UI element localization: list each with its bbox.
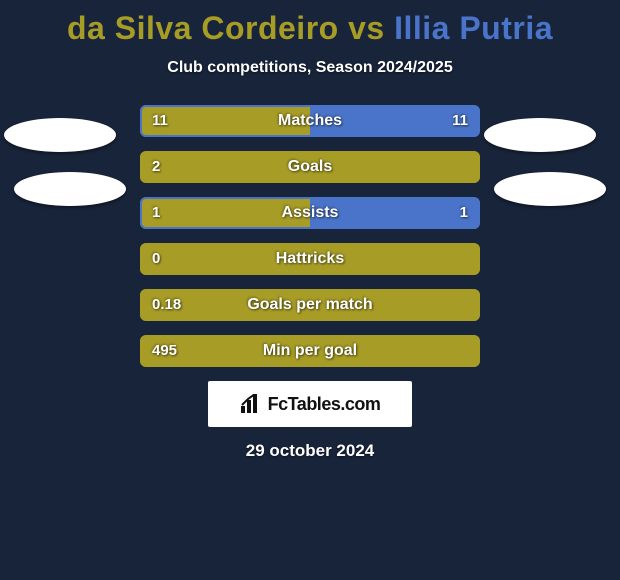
player-photo-placeholder [484, 118, 596, 152]
page-title: da Silva Cordeiro vs Illia Putria [0, 0, 620, 47]
stat-row: 495Min per goal [140, 335, 480, 367]
stat-label: Hattricks [140, 243, 480, 275]
brand-text: FcTables.com [268, 394, 381, 415]
brand-box: FcTables.com [208, 381, 412, 427]
stats-area: 1111Matches 2Goals 11Assists 0Hattricks 0.18… [140, 105, 480, 367]
player-photo-placeholder [494, 172, 606, 206]
subtitle: Club competitions, Season 2024/2025 [0, 59, 620, 77]
stat-row: 11Assists [140, 197, 480, 229]
date-line: 29 october 2024 [0, 441, 620, 461]
title-left-name: da Silva Cordeiro [67, 10, 339, 46]
stat-row: 0.18Goals per match [140, 289, 480, 321]
stat-row: 0Hattricks [140, 243, 480, 275]
stat-label: Assists [140, 197, 480, 229]
stat-row: 2Goals [140, 151, 480, 183]
stat-label: Matches [140, 105, 480, 137]
stat-label: Goals per match [140, 289, 480, 321]
player-photo-placeholder [14, 172, 126, 206]
title-right-name: Illia Putria [394, 10, 553, 46]
stat-row: 1111Matches [140, 105, 480, 137]
bar-chart-icon [240, 394, 262, 414]
stat-label: Min per goal [140, 335, 480, 367]
title-vs: vs [339, 10, 394, 46]
stat-label: Goals [140, 151, 480, 183]
player-photo-placeholder [4, 118, 116, 152]
